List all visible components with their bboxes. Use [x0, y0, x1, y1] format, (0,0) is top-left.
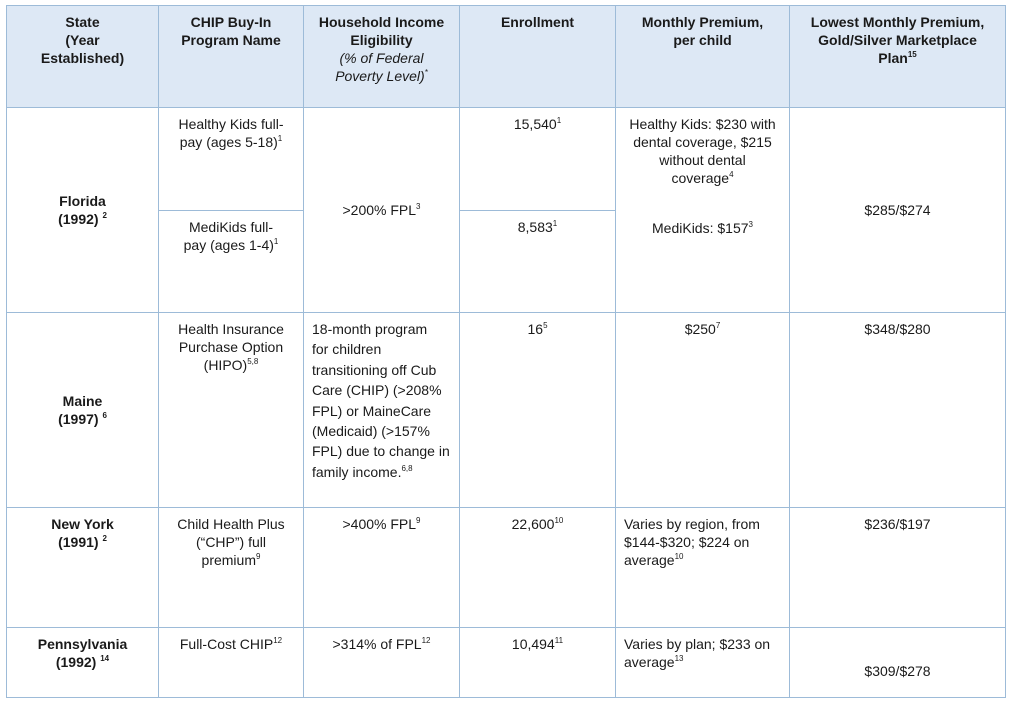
enrollment-medikids: 8,5831 [459, 210, 616, 313]
premium-florida: Healthy Kids: $230 with dental coverage,… [615, 107, 790, 313]
income-pennsylvania: >314% of FPL12 [303, 627, 460, 698]
header-state: State (Year Established) [6, 5, 159, 108]
table-row-florida: Florida (1992) 2 Healthy Kids full- pay … [6, 107, 1006, 313]
program-healthy-kids: Healthy Kids full- pay (ages 5-18)1 [158, 107, 304, 211]
program-medikids: MediKids full- pay (ages 1-4)1 [158, 210, 304, 313]
lowest-premium-florida: $285/$274 [789, 107, 1006, 313]
lowest-premium-pennsylvania: $309/$278 [789, 627, 1006, 698]
income-new-york: >400% FPL9 [303, 507, 460, 628]
header-enrollment: Enrollment [459, 5, 616, 108]
enrollment-pennsylvania: 10,49411 [459, 627, 616, 698]
state-maine: Maine (1997) 6 [6, 312, 159, 508]
state-pennsylvania: Pennsylvania (1992) 14 [6, 627, 159, 698]
table-row-maine: Maine (1997) 6 Health Insurance Purchase… [6, 312, 1006, 508]
header-program: CHIP Buy-In Program Name [158, 5, 304, 108]
header-row: State (Year Established) CHIP Buy-In Pro… [6, 5, 1006, 108]
header-premium: Monthly Premium, per child [615, 5, 790, 108]
header-lowest-premium: Lowest Monthly Premium, Gold/Silver Mark… [789, 5, 1006, 108]
enrollment-maine: 165 [459, 312, 616, 508]
chip-buy-in-table: State (Year Established) CHIP Buy-In Pro… [6, 5, 1006, 698]
program-hipo: Health Insurance Purchase Option (HIPO)5… [158, 312, 304, 508]
lowest-premium-maine: $348/$280 [789, 312, 1006, 508]
table-row-new-york: New York (1991) 2 Child Health Plus (“CH… [6, 507, 1006, 628]
state-florida: Florida (1992) 2 [6, 107, 159, 313]
premium-new-york: Varies by region, from $144-$320; $224 o… [615, 507, 790, 628]
program-full-cost-chip: Full-Cost CHIP12 [158, 627, 304, 698]
state-new-york: New York (1991) 2 [6, 507, 159, 628]
income-florida: >200% FPL3 [303, 107, 460, 313]
income-maine: 18-month program for children transition… [303, 312, 460, 508]
header-income: Household Income Eligibility (% of Feder… [303, 5, 460, 108]
enrollment-new-york: 22,60010 [459, 507, 616, 628]
enrollment-healthy-kids: 15,5401 [459, 107, 616, 211]
premium-maine: $2507 [615, 312, 790, 508]
table-row-florida-medikids: MediKids full- pay (ages 1-4)1 8,5831 [7, 210, 1006, 313]
lowest-premium-new-york: $236/$197 [789, 507, 1006, 628]
premium-pennsylvania: Varies by plan; $233 on average13 [615, 627, 790, 698]
program-child-health-plus: Child Health Plus (“CHP”) full premium9 [158, 507, 304, 628]
table-row-pennsylvania: Pennsylvania (1992) 14 Full-Cost CHIP12 … [6, 627, 1006, 698]
